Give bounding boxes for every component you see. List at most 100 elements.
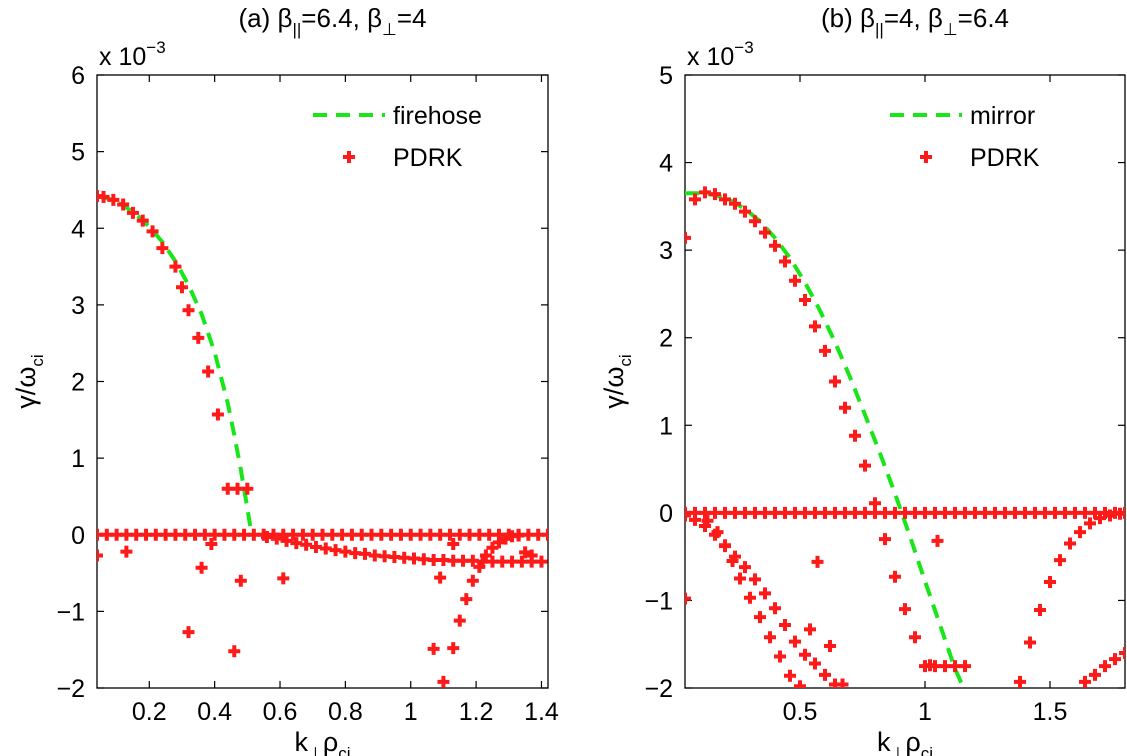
exponent-note: x 10−3 xyxy=(687,38,754,71)
pdrk-point xyxy=(1014,675,1026,688)
y-tick-label: 0 xyxy=(659,500,673,528)
y-tick-label: −1 xyxy=(644,587,673,615)
pdrk-point xyxy=(819,668,831,681)
pdrk-point xyxy=(701,514,714,527)
pdrk-point xyxy=(685,509,691,522)
pdrk-point xyxy=(764,631,776,644)
pdrk-point xyxy=(744,591,756,604)
series-mirror-line xyxy=(685,191,966,688)
pdrk-point xyxy=(799,648,811,661)
y-axis-label: γ/ωci xyxy=(599,354,635,408)
pdrk-point xyxy=(205,537,218,550)
pdrk-point xyxy=(1064,537,1076,550)
pdrk-point xyxy=(709,188,721,201)
pdrk-point xyxy=(175,281,188,294)
panel-b: −2 −1 0 1 2 3 4 5 0.5 1 1.5 x 10−3 (b) β||=4, β⊥=6.4… xyxy=(599,3,1126,756)
pdrk-point xyxy=(899,603,911,616)
pdrk-point xyxy=(1034,604,1046,617)
pdrk-point xyxy=(466,574,479,587)
pdrk-point xyxy=(182,304,195,317)
y-axis-label: γ/ωci xyxy=(11,354,47,408)
pdrk-point xyxy=(859,459,871,472)
pdrk-point xyxy=(195,561,208,574)
pdrk-point xyxy=(97,190,110,203)
plot-frame xyxy=(684,74,1126,689)
pdrk-point xyxy=(779,618,791,631)
x-tick-label: 1 xyxy=(404,698,418,726)
pdrk-point xyxy=(779,255,791,268)
pdrk-point xyxy=(1114,507,1125,520)
chart-title: (a) β||=6.4, β⊥=4 xyxy=(238,3,426,39)
pdrk-point xyxy=(789,635,801,648)
pdrk-point xyxy=(1074,526,1086,539)
x-tick-label: 1.4 xyxy=(524,698,559,726)
pdrk-point xyxy=(453,614,466,627)
pdrk-point xyxy=(819,344,831,357)
pdrk-point xyxy=(849,429,861,442)
pdrk-point xyxy=(519,546,532,559)
pdrk-point xyxy=(784,669,796,682)
y-tick-label: 5 xyxy=(71,139,85,167)
chart-title: (b) β||=4, β⊥=6.4 xyxy=(821,3,1009,39)
legend-label: PDRK xyxy=(393,144,463,172)
pdrk-point xyxy=(1044,576,1056,589)
pdrk-point xyxy=(182,626,195,639)
y-tick-label: −1 xyxy=(56,598,85,626)
pdrk-point xyxy=(241,482,254,495)
pdrk-point xyxy=(1109,653,1121,666)
pdrk-point xyxy=(1079,675,1091,688)
pdrk-point xyxy=(107,193,120,206)
pdrk-point xyxy=(839,401,851,414)
pdrk-point xyxy=(774,650,786,663)
legend-label: firehose xyxy=(393,102,482,130)
pdrk-point xyxy=(924,659,936,672)
pdrk-point xyxy=(739,561,751,574)
legend-label: PDRK xyxy=(970,144,1040,172)
pdrk-point xyxy=(1084,517,1096,530)
series-firehose-line xyxy=(97,194,256,538)
pdrk-point xyxy=(542,528,548,541)
pdrk-point xyxy=(739,205,751,218)
pdrk-point xyxy=(1054,554,1066,567)
pdrk-point xyxy=(719,540,731,553)
pdrk-point xyxy=(97,549,103,562)
pdrk-point xyxy=(749,215,761,228)
pdrk-point xyxy=(809,320,821,333)
pdrk-point xyxy=(769,239,781,252)
pdrk-point xyxy=(447,642,460,655)
pdrk-point xyxy=(1094,512,1106,525)
y-tick-label: 4 xyxy=(71,215,85,243)
pdrk-point xyxy=(486,541,499,554)
pdrk-point xyxy=(685,592,691,605)
plot-frame xyxy=(96,74,549,689)
exponent-note: x 10−3 xyxy=(99,38,166,71)
x-tick-label: 0.4 xyxy=(197,698,232,726)
x-tick-label: 0.5 xyxy=(783,698,818,726)
x-tick-label: 1.5 xyxy=(1033,698,1068,726)
pdrk-point xyxy=(759,587,771,600)
x-axis-label: k⊥ρci xyxy=(877,727,933,756)
pdrk-point xyxy=(460,593,473,606)
pdrk-point xyxy=(959,660,971,673)
pdrk-point xyxy=(1089,668,1101,681)
pdrk-point xyxy=(479,549,492,562)
pdrk-point xyxy=(689,193,701,206)
pdrk-point xyxy=(512,529,525,542)
pdrk-point xyxy=(525,549,538,562)
plot-area xyxy=(97,190,548,688)
pdrk-point xyxy=(169,260,182,273)
legend-swatch-marker xyxy=(920,151,932,163)
pdrk-point xyxy=(300,538,313,551)
pdrk-point xyxy=(685,231,691,244)
x-tick-label: 1.2 xyxy=(459,698,494,726)
pdrk-point xyxy=(437,675,450,688)
y-tick-label: 2 xyxy=(71,369,85,397)
y-tick-label: 1 xyxy=(71,445,85,473)
pdrk-point xyxy=(734,572,746,585)
pdrk-point xyxy=(719,193,731,206)
pdrk-point xyxy=(277,572,290,585)
pdrk-point xyxy=(804,623,816,636)
pdrk-point xyxy=(931,534,944,547)
pdrk-point xyxy=(126,206,139,219)
pdrk-point xyxy=(769,602,781,615)
